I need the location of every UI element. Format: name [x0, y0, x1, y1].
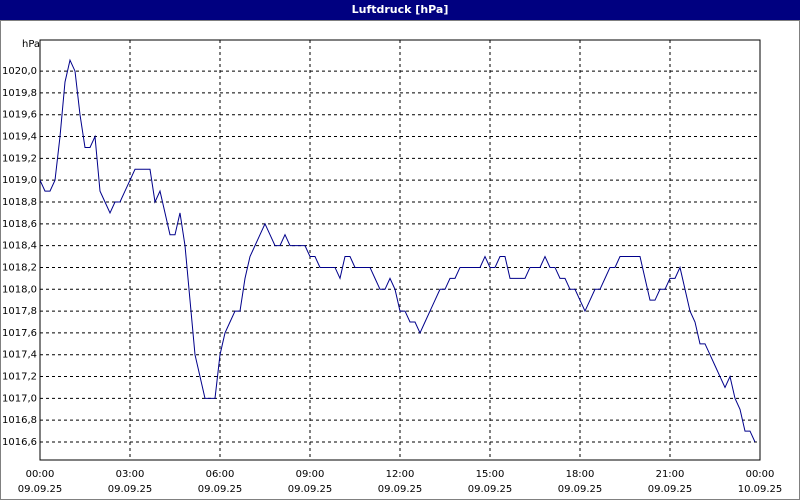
x-tick-date: 09.09.25 [108, 484, 153, 495]
y-tick-label: 1017,6 [2, 328, 37, 339]
y-tick-label: 1016,6 [2, 437, 37, 448]
y-tick-label: 1018,6 [2, 219, 37, 230]
x-tick-date: 09.09.25 [378, 484, 423, 495]
x-tick-label: 21:00 [656, 469, 685, 480]
data-line [39, 58, 756, 443]
x-tick-label: 00:00 [746, 469, 775, 480]
title-bar [0, 0, 800, 20]
x-tick-label: 00:00 [26, 469, 55, 480]
y-tick-label: 1019,2 [2, 153, 37, 164]
x-tick-date: 09.09.25 [18, 484, 63, 495]
x-tick-label: 06:00 [206, 469, 235, 480]
y-tick-label: 1018,8 [2, 197, 37, 208]
y-tick-label: 1019,0 [2, 175, 37, 186]
y-tick-label: 1018,4 [2, 241, 37, 252]
y-unit: hPa [22, 39, 40, 50]
x-tick-label: 09:00 [296, 469, 325, 480]
x-tick-date: 09.09.25 [198, 484, 243, 495]
y-tick-label: 1016,8 [2, 415, 37, 426]
x-tick-date: 09.09.25 [288, 484, 333, 495]
x-tick-label: 18:00 [566, 469, 595, 480]
x-tick-date: 09.09.25 [468, 484, 513, 495]
y-tick-label: 1019,6 [2, 110, 37, 121]
x-tick-label: 12:00 [386, 469, 415, 480]
y-tick-label: 1017,8 [2, 306, 37, 317]
x-tick-date: 09.09.25 [648, 484, 693, 495]
x-tick-date: 10.09.25 [738, 484, 783, 495]
x-tick-label: 03:00 [116, 469, 145, 480]
y-tick-label: 1020,0 [2, 66, 37, 77]
y-tick-label: 1017,0 [2, 393, 37, 404]
y-tick-label: 1018,2 [2, 262, 37, 273]
x-tick-label: 15:00 [476, 469, 505, 480]
y-tick-label: 1019,4 [2, 132, 37, 143]
y-tick-label: 1017,2 [2, 372, 37, 383]
y-tick-label: 1018,0 [2, 284, 37, 295]
x-tick-date: 09.09.25 [558, 484, 603, 495]
y-tick-label: 1019,8 [2, 88, 37, 99]
chart-title: Luftdruck [hPa] [352, 3, 449, 16]
y-tick-label: 1017,4 [2, 350, 37, 361]
